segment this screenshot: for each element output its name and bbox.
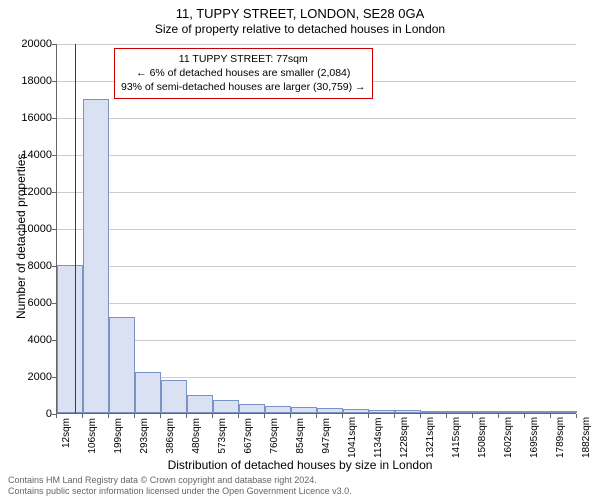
x-tick-mark — [524, 414, 525, 418]
x-tick-mark — [134, 414, 135, 418]
gridline — [57, 192, 576, 193]
histogram-bar — [395, 410, 421, 413]
gridline — [57, 340, 576, 341]
x-tick-label: 854sqm — [295, 418, 306, 458]
histogram-bar — [499, 411, 525, 413]
x-tick-label: 199sqm — [113, 418, 124, 458]
info-box: 11 TUPPY STREET: 77sqm ← 6% of detached … — [114, 48, 373, 99]
footer-line: Contains HM Land Registry data © Crown c… — [8, 475, 352, 486]
histogram-bar — [57, 265, 83, 413]
histogram-bar — [421, 411, 447, 413]
x-tick-mark — [472, 414, 473, 418]
gridline — [57, 229, 576, 230]
histogram-bar — [239, 404, 265, 413]
x-tick-label: 947sqm — [321, 418, 332, 458]
x-tick-mark — [498, 414, 499, 418]
x-tick-mark — [420, 414, 421, 418]
footer-line: Contains public sector information licen… — [8, 486, 352, 497]
gridline — [57, 155, 576, 156]
histogram-bar — [161, 380, 187, 413]
info-line: 11 TUPPY STREET: 77sqm — [121, 52, 366, 66]
histogram-bar — [369, 410, 395, 413]
histogram-bar — [317, 408, 343, 413]
x-tick-label: 1041sqm — [347, 418, 358, 458]
y-tick-label: 2000 — [8, 371, 52, 383]
histogram-bar — [525, 411, 551, 413]
x-tick-label: 1695sqm — [529, 418, 540, 458]
x-tick-label: 1415sqm — [451, 418, 462, 458]
x-tick-mark — [290, 414, 291, 418]
x-tick-mark — [186, 414, 187, 418]
x-tick-label: 1508sqm — [477, 418, 488, 458]
y-tick-label: 18000 — [8, 75, 52, 87]
x-tick-mark — [238, 414, 239, 418]
histogram-bar — [83, 99, 109, 414]
y-tick-label: 4000 — [8, 334, 52, 346]
x-tick-mark — [576, 414, 577, 418]
x-tick-mark — [446, 414, 447, 418]
x-tick-label: 573sqm — [217, 418, 228, 458]
x-tick-label: 1602sqm — [503, 418, 514, 458]
gridline — [57, 266, 576, 267]
histogram-bar — [343, 409, 369, 413]
gridline — [57, 118, 576, 119]
x-tick-label: 480sqm — [191, 418, 202, 458]
x-tick-label: 12sqm — [61, 418, 72, 458]
x-axis-label: Distribution of detached houses by size … — [0, 458, 600, 472]
histogram-bar — [213, 400, 239, 413]
x-tick-label: 1134sqm — [373, 418, 384, 458]
plot-area — [56, 44, 576, 414]
y-tick-label: 0 — [8, 408, 52, 420]
x-tick-label: 760sqm — [269, 418, 280, 458]
x-tick-mark — [550, 414, 551, 418]
gridline — [57, 44, 576, 45]
histogram-bar — [291, 407, 317, 413]
histogram-bar — [473, 411, 499, 413]
attribution-footer: Contains HM Land Registry data © Crown c… — [8, 475, 352, 497]
x-tick-mark — [160, 414, 161, 418]
y-axis-label: Number of detached properties — [14, 154, 28, 319]
x-tick-label: 386sqm — [165, 418, 176, 458]
x-tick-label: 106sqm — [87, 418, 98, 458]
x-tick-mark — [82, 414, 83, 418]
chart-title: 11, TUPPY STREET, LONDON, SE28 0GA — [0, 6, 600, 21]
x-tick-mark — [394, 414, 395, 418]
histogram-bar — [265, 406, 291, 413]
info-line: ← 6% of detached houses are smaller (2,0… — [121, 66, 366, 80]
chart-subtitle: Size of property relative to detached ho… — [0, 22, 600, 36]
y-tick-label: 16000 — [8, 112, 52, 124]
x-tick-label: 293sqm — [139, 418, 150, 458]
histogram-bar — [447, 411, 473, 413]
gridline — [57, 303, 576, 304]
reference-line — [75, 44, 76, 413]
x-tick-label: 667sqm — [243, 418, 254, 458]
x-tick-mark — [316, 414, 317, 418]
x-tick-label: 1228sqm — [399, 418, 410, 458]
x-tick-label: 1789sqm — [555, 418, 566, 458]
histogram-bar — [109, 317, 135, 413]
x-tick-mark — [368, 414, 369, 418]
x-tick-mark — [56, 414, 57, 418]
info-line: 93% of semi-detached houses are larger (… — [121, 80, 366, 94]
histogram-bar — [551, 411, 577, 413]
x-tick-mark — [212, 414, 213, 418]
x-tick-label: 1882sqm — [581, 418, 592, 458]
x-tick-mark — [108, 414, 109, 418]
histogram-bar — [135, 372, 161, 413]
x-tick-mark — [342, 414, 343, 418]
x-tick-mark — [264, 414, 265, 418]
histogram-bar — [187, 395, 213, 414]
y-tick-label: 20000 — [8, 38, 52, 50]
x-tick-label: 1321sqm — [425, 418, 436, 458]
property-size-chart: 11, TUPPY STREET, LONDON, SE28 0GA Size … — [0, 0, 600, 500]
